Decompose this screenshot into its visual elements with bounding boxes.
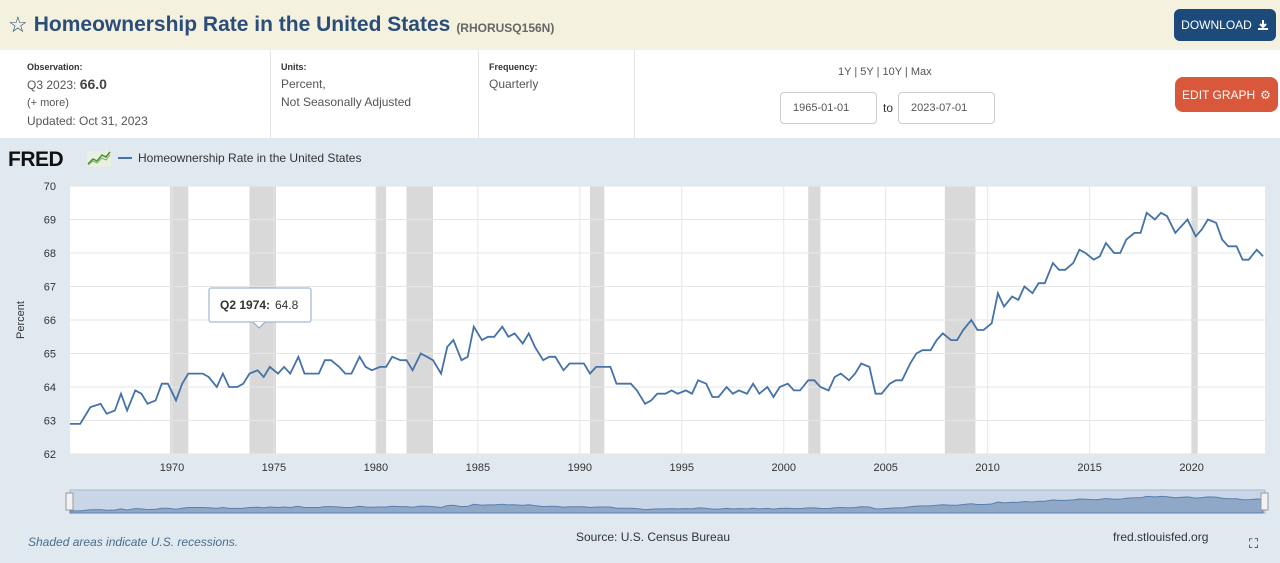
y-tick-label: 66: [44, 315, 56, 327]
y-tick-label: 68: [44, 248, 56, 260]
frequency-label: Frequency:: [489, 62, 538, 72]
tooltip: Q2 1974: 64.8: [208, 287, 312, 329]
range-selector: 1Y | 5Y | 10Y | Max: [838, 66, 932, 78]
units-block: Units: Percent, Not Seasonally Adjusted: [271, 50, 479, 138]
edit-graph-button[interactable]: EDIT GRAPH ⚙: [1175, 77, 1278, 112]
more-link[interactable]: (+ more): [27, 97, 69, 109]
navigator-series: [69, 495, 1264, 514]
x-tick-label: 1975: [262, 462, 286, 474]
tooltip-pointer: [252, 321, 266, 329]
legend-swatch: [118, 157, 132, 159]
meta-bar: Observation: Q3 2023: 66.0 (+ more) Upda…: [0, 50, 1280, 138]
units-line2: Not Seasonally Adjusted: [281, 95, 412, 109]
y-tick-label: 65: [44, 349, 56, 361]
y-tick-label: 67: [44, 282, 56, 294]
x-tick-label: 1980: [364, 462, 388, 474]
y-tick-label: 63: [44, 416, 56, 428]
range-max[interactable]: Max: [910, 66, 932, 78]
x-tick-label: 2000: [771, 462, 795, 474]
tooltip-period: Q2 1974:: [220, 298, 270, 312]
y-tick-label: 64: [44, 382, 56, 394]
series-line: [70, 211, 1264, 425]
x-tick-label: 1985: [466, 462, 490, 474]
range-10y[interactable]: 10Y: [882, 66, 902, 78]
range-1y[interactable]: 1Y: [838, 66, 852, 78]
start-date-input[interactable]: 1965-01-01: [780, 92, 877, 124]
recession-note: Shaded areas indicate U.S. recessions.: [28, 535, 239, 549]
fred-logo: FRED: [8, 148, 64, 171]
edit-graph-label: EDIT GRAPH: [1182, 87, 1256, 102]
chart-legend: Homeownership Rate in the United States: [118, 151, 361, 165]
range-sep: |: [901, 66, 911, 78]
y-tick-label: 69: [44, 215, 56, 227]
x-tick-label: 1995: [670, 462, 694, 474]
gear-icon: ⚙: [1260, 87, 1271, 102]
tooltip-value: 64.8: [275, 298, 299, 312]
series-id: (RHORUSQ156N): [456, 21, 555, 35]
units-line1: Percent,: [281, 77, 326, 91]
observation-value: 66.0: [79, 76, 107, 92]
updated-text: Updated: Oct 31, 2023: [27, 114, 148, 128]
y-tick-label: 70: [44, 181, 56, 193]
x-tick-label: 1990: [568, 462, 592, 474]
x-tick-label: 2010: [975, 462, 999, 474]
legend-label: Homeownership Rate in the United States: [138, 151, 362, 165]
range-sep: |: [851, 66, 861, 78]
observation-period: Q3 2023:: [27, 78, 77, 92]
frequency-value: Quarterly: [489, 77, 539, 91]
star-icon[interactable]: ☆: [8, 12, 28, 37]
observation-label: Observation:: [27, 62, 83, 72]
units-label: Units:: [281, 62, 307, 72]
fred-chart-icon: [87, 151, 111, 167]
y-axis-label: Percent: [15, 301, 27, 339]
range-sep: |: [873, 66, 883, 78]
x-tick-label: 2015: [1077, 462, 1101, 474]
page-title: Homeownership Rate in the United States: [33, 13, 451, 36]
download-icon: [1257, 20, 1268, 30]
navigator-handle-left: [65, 492, 74, 511]
header-bar: ☆ Homeownership Rate in the United State…: [0, 0, 1280, 50]
x-tick-label: 1970: [160, 462, 184, 474]
source-text: Source: U.S. Census Bureau: [576, 530, 731, 544]
frequency-block: Frequency: Quarterly: [479, 50, 635, 138]
fred-url-link[interactable]: fred.stlouisfed.org: [1113, 530, 1209, 544]
observation-block: Observation: Q3 2023: 66.0 (+ more) Upda…: [0, 50, 271, 138]
y-tick-label: 62: [44, 449, 56, 461]
x-tick-label: 2005: [873, 462, 897, 474]
fullscreen-icon[interactable]: ⛶: [1249, 536, 1259, 551]
to-label: to: [883, 101, 894, 115]
download-button[interactable]: DOWNLOAD: [1174, 9, 1276, 41]
navigator-handle-right: [1260, 492, 1269, 511]
download-label: DOWNLOAD: [1181, 18, 1252, 32]
range-5y[interactable]: 5Y: [860, 66, 874, 78]
x-tick-label: 2020: [1179, 462, 1203, 474]
end-date-input[interactable]: 2023-07-01: [898, 92, 995, 124]
